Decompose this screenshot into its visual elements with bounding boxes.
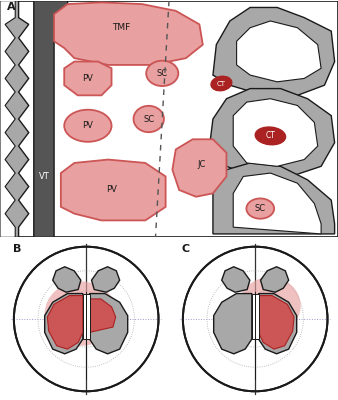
Text: PV: PV xyxy=(82,121,93,130)
Polygon shape xyxy=(259,296,294,349)
Text: PV: PV xyxy=(82,74,93,83)
Polygon shape xyxy=(90,299,116,332)
Text: C: C xyxy=(182,244,190,254)
Ellipse shape xyxy=(134,106,164,132)
Ellipse shape xyxy=(45,282,117,346)
Ellipse shape xyxy=(239,277,301,334)
Ellipse shape xyxy=(64,110,112,142)
Ellipse shape xyxy=(246,198,274,219)
Polygon shape xyxy=(233,173,321,234)
Polygon shape xyxy=(0,1,29,237)
Polygon shape xyxy=(92,267,120,292)
Text: CT: CT xyxy=(265,131,275,140)
Text: JC: JC xyxy=(197,160,205,169)
Polygon shape xyxy=(252,294,259,339)
Polygon shape xyxy=(83,294,90,339)
Text: CT: CT xyxy=(217,80,226,86)
Ellipse shape xyxy=(211,76,232,91)
Text: SC: SC xyxy=(157,69,168,78)
Text: SC: SC xyxy=(143,114,154,124)
Polygon shape xyxy=(259,294,297,354)
Polygon shape xyxy=(261,267,289,292)
Polygon shape xyxy=(210,88,335,176)
Polygon shape xyxy=(213,163,335,234)
Text: SC: SC xyxy=(255,204,266,213)
Polygon shape xyxy=(172,139,226,197)
Polygon shape xyxy=(233,99,318,166)
Polygon shape xyxy=(213,8,335,95)
Polygon shape xyxy=(34,1,68,237)
Circle shape xyxy=(14,247,159,391)
Text: A: A xyxy=(7,2,16,12)
Polygon shape xyxy=(64,62,112,95)
Polygon shape xyxy=(214,294,252,354)
Text: B: B xyxy=(13,244,21,254)
Polygon shape xyxy=(90,294,128,354)
Ellipse shape xyxy=(146,61,178,86)
Polygon shape xyxy=(53,267,81,292)
Text: PV: PV xyxy=(106,186,117,194)
Polygon shape xyxy=(222,267,250,292)
Text: TMF: TMF xyxy=(113,23,131,32)
Polygon shape xyxy=(47,296,83,349)
Text: VT: VT xyxy=(39,172,49,181)
Polygon shape xyxy=(45,294,83,354)
Polygon shape xyxy=(0,1,15,237)
Polygon shape xyxy=(237,21,321,82)
Circle shape xyxy=(183,247,328,391)
Polygon shape xyxy=(61,160,166,220)
Polygon shape xyxy=(54,2,203,65)
Ellipse shape xyxy=(255,127,286,145)
